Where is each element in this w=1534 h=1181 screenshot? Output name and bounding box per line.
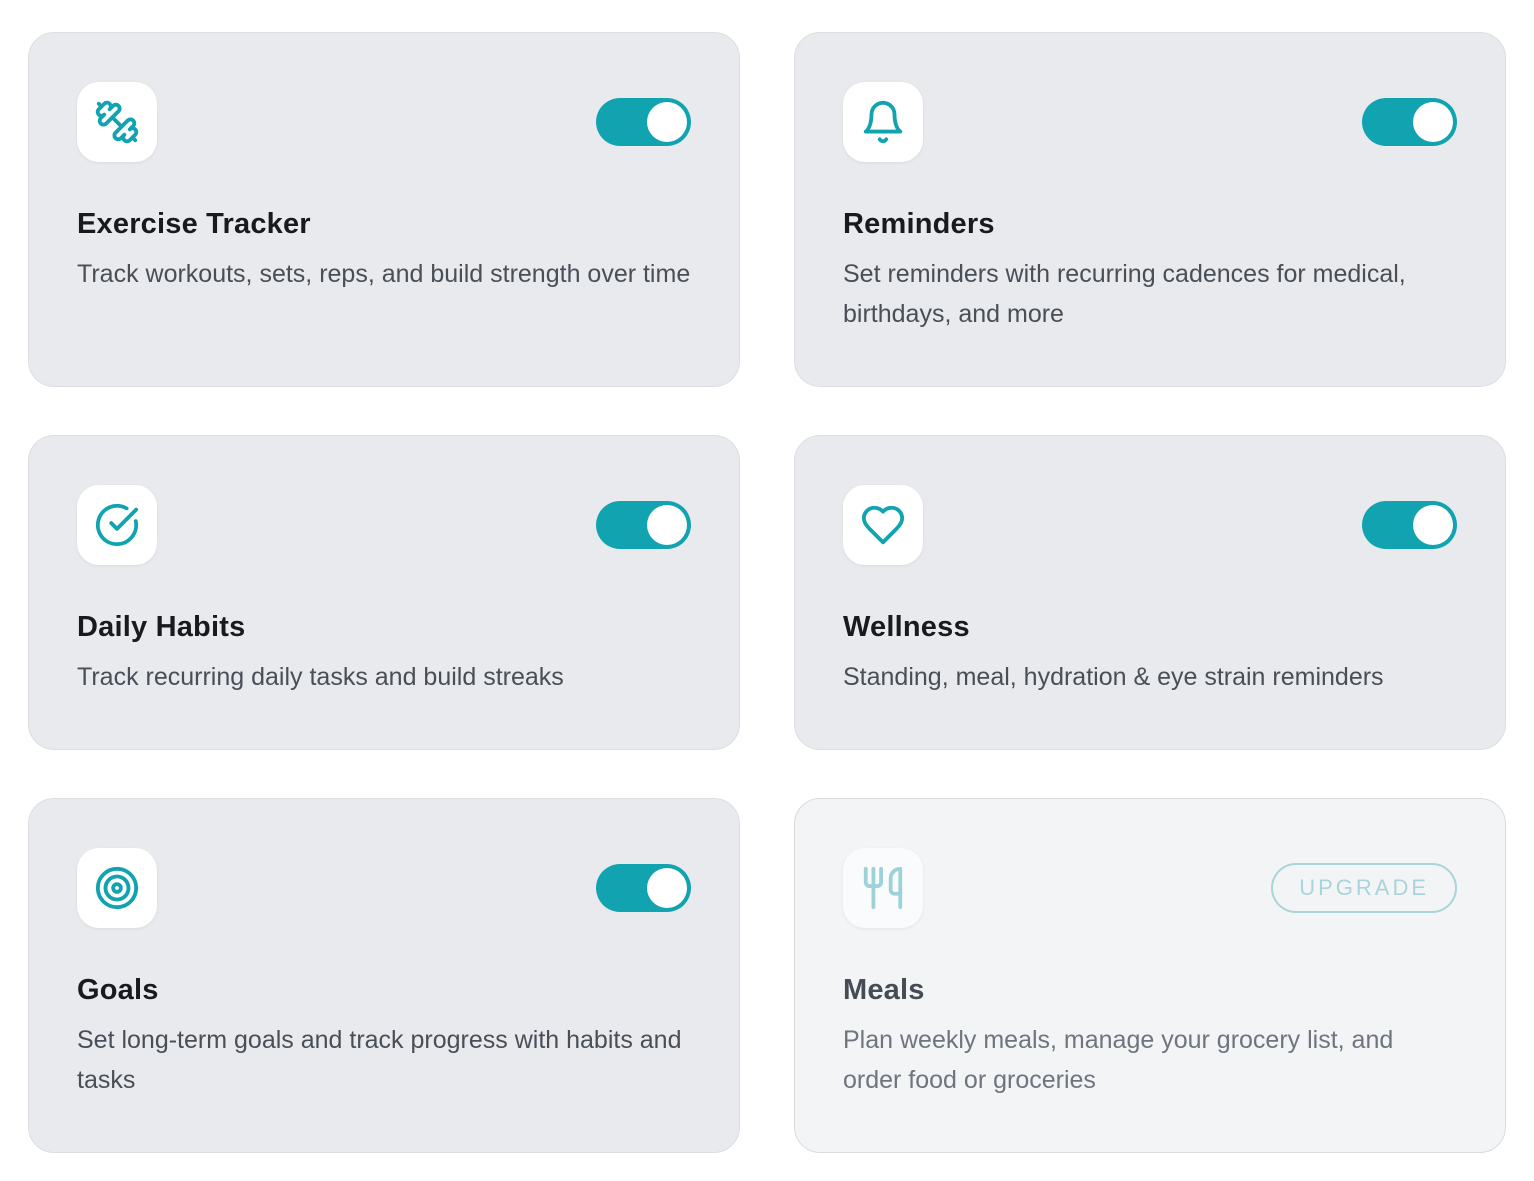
icon-tile bbox=[843, 848, 923, 928]
reminders-toggle[interactable] bbox=[1362, 98, 1457, 146]
icon-tile bbox=[77, 485, 157, 565]
card-title: Exercise Tracker bbox=[77, 208, 311, 240]
check-circle-icon bbox=[95, 503, 139, 547]
icon-tile bbox=[77, 848, 157, 928]
upgrade-button[interactable]: UPGRADE bbox=[1271, 863, 1457, 913]
wellness-toggle[interactable] bbox=[1362, 501, 1457, 549]
card-exercise-tracker: Exercise Tracker Track workouts, sets, r… bbox=[28, 32, 740, 387]
exercise-tracker-toggle[interactable] bbox=[596, 98, 691, 146]
feature-cards-grid: Exercise Tracker Track workouts, sets, r… bbox=[28, 32, 1506, 1153]
card-description: Set long-term goals and track progress w… bbox=[77, 1026, 682, 1094]
card-title: Goals bbox=[77, 974, 159, 1006]
card-description: Track recurring daily tasks and build st… bbox=[77, 663, 564, 691]
card-goals: Goals Set long-term goals and track prog… bbox=[28, 798, 740, 1153]
card-description: Set reminders with recurring cadences fo… bbox=[843, 260, 1406, 328]
toggle-knob bbox=[1413, 102, 1453, 142]
icon-tile bbox=[843, 82, 923, 162]
card-header bbox=[77, 82, 691, 162]
card-header bbox=[843, 82, 1457, 162]
bell-icon bbox=[863, 101, 903, 144]
card-header bbox=[77, 485, 691, 565]
toggle-knob bbox=[1413, 505, 1453, 545]
toggle-knob bbox=[647, 868, 687, 908]
card-title: Daily Habits bbox=[77, 611, 246, 643]
card-meals: UPGRADE Meals Plan weekly meals, manage … bbox=[794, 798, 1506, 1153]
card-daily-habits: Daily Habits Track recurring daily tasks… bbox=[28, 435, 740, 750]
icon-tile bbox=[77, 82, 157, 162]
card-description: Plan weekly meals, manage your grocery l… bbox=[843, 1026, 1394, 1094]
utensils-icon bbox=[863, 866, 903, 910]
card-header: UPGRADE bbox=[843, 848, 1457, 928]
card-title: Wellness bbox=[843, 611, 970, 643]
card-title: Reminders bbox=[843, 208, 995, 240]
card-reminders: Reminders Set reminders with recurring c… bbox=[794, 32, 1506, 387]
icon-tile bbox=[843, 485, 923, 565]
dumbbell-icon bbox=[95, 100, 139, 144]
goals-toggle[interactable] bbox=[596, 864, 691, 912]
card-description: Track workouts, sets, reps, and build st… bbox=[77, 260, 691, 288]
toggle-knob bbox=[647, 505, 687, 545]
card-description: Standing, meal, hydration & eye strain r… bbox=[843, 663, 1384, 691]
daily-habits-toggle[interactable] bbox=[596, 501, 691, 549]
card-wellness: Wellness Standing, meal, hydration & eye… bbox=[794, 435, 1506, 750]
card-header bbox=[77, 848, 691, 928]
heart-icon bbox=[861, 505, 905, 545]
card-title: Meals bbox=[843, 974, 925, 1006]
card-header bbox=[843, 485, 1457, 565]
toggle-knob bbox=[647, 102, 687, 142]
target-icon bbox=[95, 866, 139, 910]
